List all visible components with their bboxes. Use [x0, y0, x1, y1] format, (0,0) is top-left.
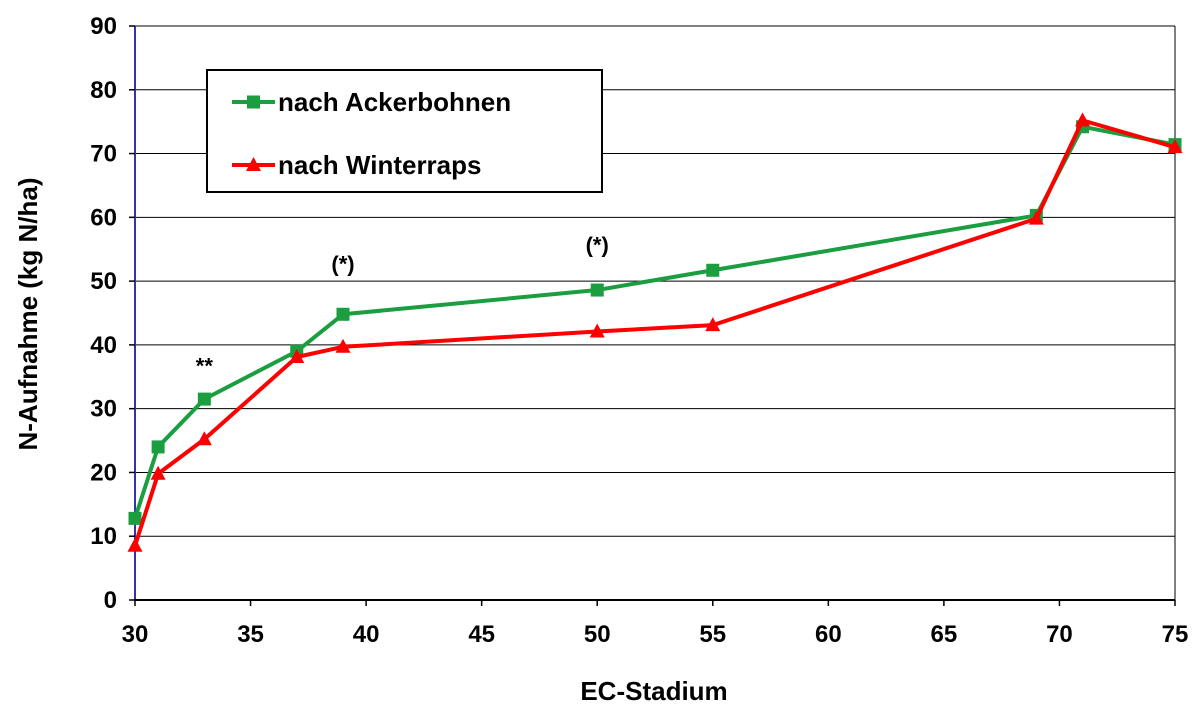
legend-label: nach Winterraps [278, 150, 481, 180]
x-tick-label: 30 [122, 621, 149, 648]
x-axis-title: EC-Stadium [580, 676, 727, 706]
data-point-triangle [289, 349, 305, 364]
y-tick-label: 50 [90, 268, 117, 295]
y-tick-label: 40 [90, 332, 117, 359]
data-point-triangle [150, 465, 166, 480]
axes [134, 26, 1176, 601]
data-point-triangle [1075, 112, 1091, 127]
series-line [133, 118, 1176, 547]
legend-label: nach Ackerbohnen [278, 87, 511, 117]
y-tick-label: 20 [90, 459, 117, 486]
x-tick-label: 65 [931, 621, 958, 648]
x-tick-label: 55 [699, 621, 726, 648]
data-series [127, 112, 1183, 552]
x-tick-label: 40 [353, 621, 380, 648]
x-axis-ticks: 30 35 40 45 50 55 60 65 70 75 [122, 600, 1189, 648]
y-tick-label: 60 [90, 204, 117, 231]
data-point-triangle [246, 157, 261, 171]
series-nach-winterraps [127, 112, 1183, 552]
data-point-triangle [1028, 210, 1044, 225]
y-tick-label: 70 [90, 141, 117, 168]
data-point-square [336, 307, 350, 321]
data-point-square [128, 511, 142, 525]
data-point-triangle [127, 537, 143, 552]
data-point-triangle [589, 323, 605, 338]
significance-annotation: (*) [586, 232, 609, 257]
x-tick-label: 75 [1162, 621, 1189, 648]
data-point-triangle [196, 431, 212, 446]
data-point-triangle [705, 317, 721, 332]
y-tick-label: 30 [90, 396, 117, 423]
data-point-square [706, 263, 720, 277]
y-axis-ticks: 0 10 20 30 40 50 60 70 80 90 [90, 13, 135, 614]
y-tick-label: 80 [90, 77, 117, 104]
annotations: ** (*) (*) [196, 232, 609, 378]
x-tick-label: 35 [237, 621, 264, 648]
data-point-triangle [335, 338, 351, 353]
data-point-triangle [1167, 139, 1183, 154]
y-tick-label: 10 [90, 523, 117, 550]
data-point-square [197, 392, 211, 406]
y-axis-title: N-Aufnahme (kg N/ha) [13, 178, 43, 451]
significance-annotation: ** [196, 354, 214, 379]
data-point-square [151, 440, 165, 454]
significance-annotation: (*) [331, 252, 354, 277]
x-tick-label: 70 [1046, 621, 1073, 648]
legend-box [206, 69, 603, 193]
x-tick-label: 60 [815, 621, 842, 648]
y-tick-label: 90 [90, 13, 117, 40]
data-point-square [590, 283, 604, 297]
legend: nach Ackerbohnen nach Winterraps [206, 69, 603, 193]
data-point-square [247, 95, 260, 109]
x-tick-label: 45 [468, 621, 495, 648]
x-tick-label: 50 [584, 621, 611, 648]
y-tick-label: 0 [104, 587, 117, 614]
